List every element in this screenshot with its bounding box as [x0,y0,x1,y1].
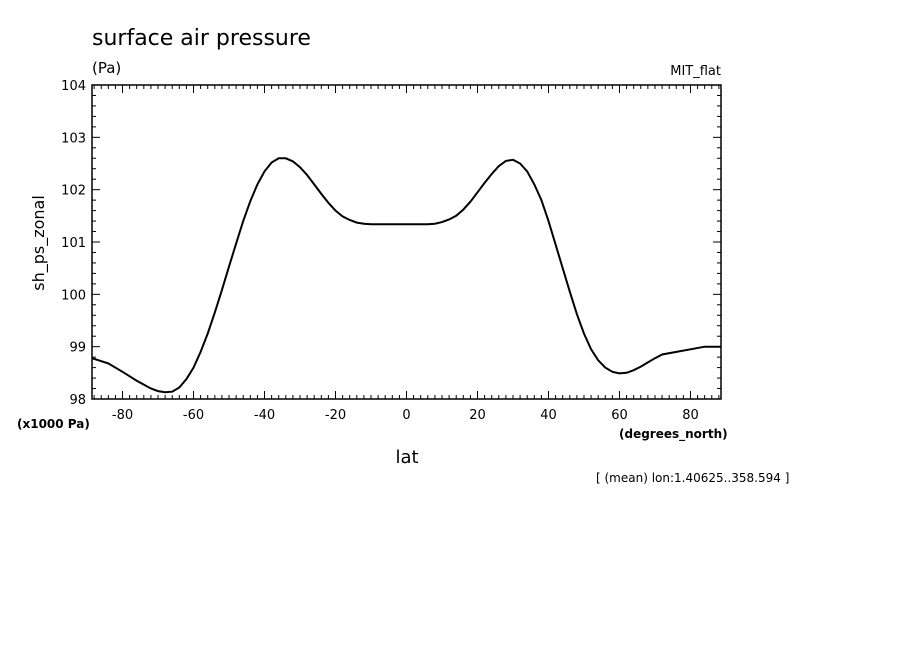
y-tick-label: 104 [61,79,86,94]
y-tick-label: 101 [61,236,86,251]
x-tick-label: 40 [540,408,557,423]
x-axis-label: lat [395,447,418,468]
x-tick-label: -60 [183,408,204,423]
averaging-note: [ (mean) lon:1.40625..358.594 ] [596,471,789,485]
y-axis-units: (x1000 Pa) [17,417,90,431]
x-tick-label: 80 [682,408,699,423]
chart-units: (Pa) [92,59,121,77]
x-tick-label: 60 [611,408,628,423]
x-tick-label: -20 [325,408,346,423]
y-tick-labels: 98 99 100 101 102 103 104 [61,79,86,408]
axis-ticks [92,84,721,400]
plot-frame [91,84,722,400]
x-tick-labels: -80 -60 -40 -20 0 20 40 60 80 [112,408,699,423]
x-tick-label: 0 [402,408,410,423]
y-tick-label: 102 [61,184,86,199]
x-axis-units: (degrees_north) [619,427,728,442]
chart-title: surface air pressure [92,26,311,51]
chart-source: MIT_flat [670,64,721,79]
x-tick-label: -40 [254,408,275,423]
series-line [91,157,721,394]
x-tick-label: 20 [469,408,486,423]
y-tick-label: 103 [61,131,86,146]
y-tick-label: 100 [61,288,86,303]
y-axis-label: sh_ps_zonal [29,195,49,291]
y-tick-label: 98 [69,393,86,408]
y-tick-label: 99 [69,341,86,356]
x-tick-label: -80 [112,408,133,423]
